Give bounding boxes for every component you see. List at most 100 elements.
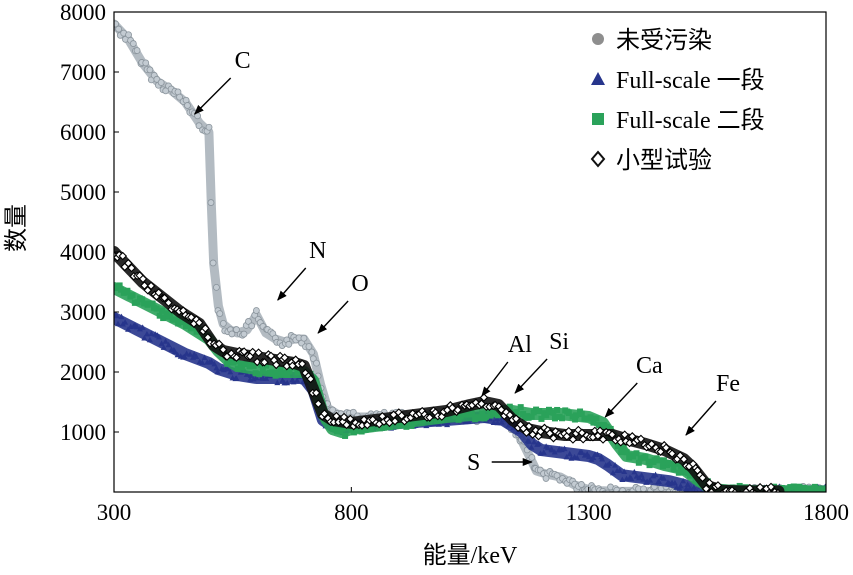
data-point: [377, 425, 384, 432]
data-point: [207, 199, 215, 206]
data-point: [263, 375, 270, 381]
data-point: [233, 375, 240, 381]
data-point: [213, 364, 220, 371]
data-point: [531, 426, 540, 435]
data-point: [346, 414, 355, 424]
data-point: [413, 417, 420, 424]
annotation-c: C: [193, 48, 251, 115]
data-point: [590, 454, 597, 461]
data-point: [511, 414, 521, 424]
y-tick-label: 3000: [60, 300, 106, 325]
data-point: [118, 313, 125, 320]
data-point: [551, 449, 558, 455]
data-point: [677, 482, 684, 489]
data-point: [498, 419, 505, 425]
data-point: [642, 493, 648, 499]
annotation-label: N: [309, 238, 326, 264]
data-point: [607, 430, 617, 439]
data-point: [550, 409, 557, 416]
data-point: [183, 350, 190, 356]
data-point: [211, 360, 218, 367]
annotation-ca: Ca: [604, 353, 663, 418]
data-point: [538, 415, 545, 422]
data-point: [680, 477, 687, 484]
data-point: [158, 340, 165, 346]
data-point: [115, 25, 123, 33]
data-point: [660, 475, 667, 481]
x-tick-label: 1300: [566, 500, 612, 525]
data-point: [546, 409, 553, 416]
data-point: [284, 379, 291, 386]
y-tick-label: 8000: [60, 0, 106, 25]
data-point: [528, 413, 535, 420]
data-point: [159, 307, 166, 314]
data-point: [525, 414, 532, 421]
data-point: [540, 449, 547, 455]
data-point: [698, 473, 707, 483]
data-point: [232, 353, 241, 362]
data-point: [164, 298, 173, 308]
data-point: [665, 459, 672, 466]
data-point: [153, 305, 160, 312]
data-point: [823, 486, 826, 492]
data-point: [737, 491, 740, 492]
data-point: [380, 424, 387, 431]
data-point: [313, 359, 320, 367]
data-point: [522, 428, 531, 437]
data-point: [162, 338, 169, 344]
x-axis-ticks: 300 800 1300 1800: [97, 487, 849, 525]
data-point: [127, 263, 136, 273]
data-point: [768, 492, 774, 498]
data-point: [146, 66, 154, 74]
data-point: [181, 353, 188, 360]
data-point: [243, 371, 250, 377]
data-point: [172, 316, 179, 323]
data-point: [397, 422, 404, 429]
data-point: [133, 47, 141, 54]
data-point: [320, 409, 329, 418]
data-point: [482, 413, 489, 420]
data-point: [186, 312, 196, 322]
data-point: [139, 296, 146, 303]
data-point: [561, 445, 568, 452]
data-point: [274, 369, 281, 376]
data-point: [284, 371, 291, 378]
annotation-arrow: [277, 267, 307, 301]
annotation-label: Al: [508, 332, 532, 358]
data-point: [142, 59, 150, 67]
data-point: [612, 462, 619, 468]
data-point: [637, 493, 643, 499]
y-tick-label: 4000: [60, 240, 106, 265]
data-point: [247, 372, 254, 378]
data-point: [156, 312, 163, 319]
data-point: [790, 483, 797, 490]
data-point: [803, 489, 810, 492]
data-point: [218, 345, 228, 354]
data-point: [332, 411, 341, 421]
data-point: [578, 449, 585, 455]
data-point: [468, 411, 475, 418]
legend-diamond-icon: [590, 150, 606, 168]
data-point: [339, 425, 346, 432]
data-point: [254, 348, 263, 357]
data-point: [767, 491, 768, 492]
data-point: [208, 358, 215, 364]
data-point: [271, 360, 281, 370]
data-point: [796, 491, 799, 492]
data-point: [342, 420, 351, 430]
data-point: [505, 422, 512, 428]
data-point: [203, 333, 213, 342]
annotation-label: Si: [549, 329, 569, 355]
data-point: [116, 282, 123, 289]
data-point: [171, 348, 178, 355]
data-point: [479, 410, 486, 417]
data-point: [668, 460, 675, 467]
data-point: [397, 411, 406, 420]
data-point: [616, 467, 623, 473]
data-point: [390, 416, 400, 426]
data-point: [732, 492, 738, 498]
data-point: [595, 426, 605, 436]
data-point: [453, 405, 463, 415]
data-point: [248, 322, 256, 330]
